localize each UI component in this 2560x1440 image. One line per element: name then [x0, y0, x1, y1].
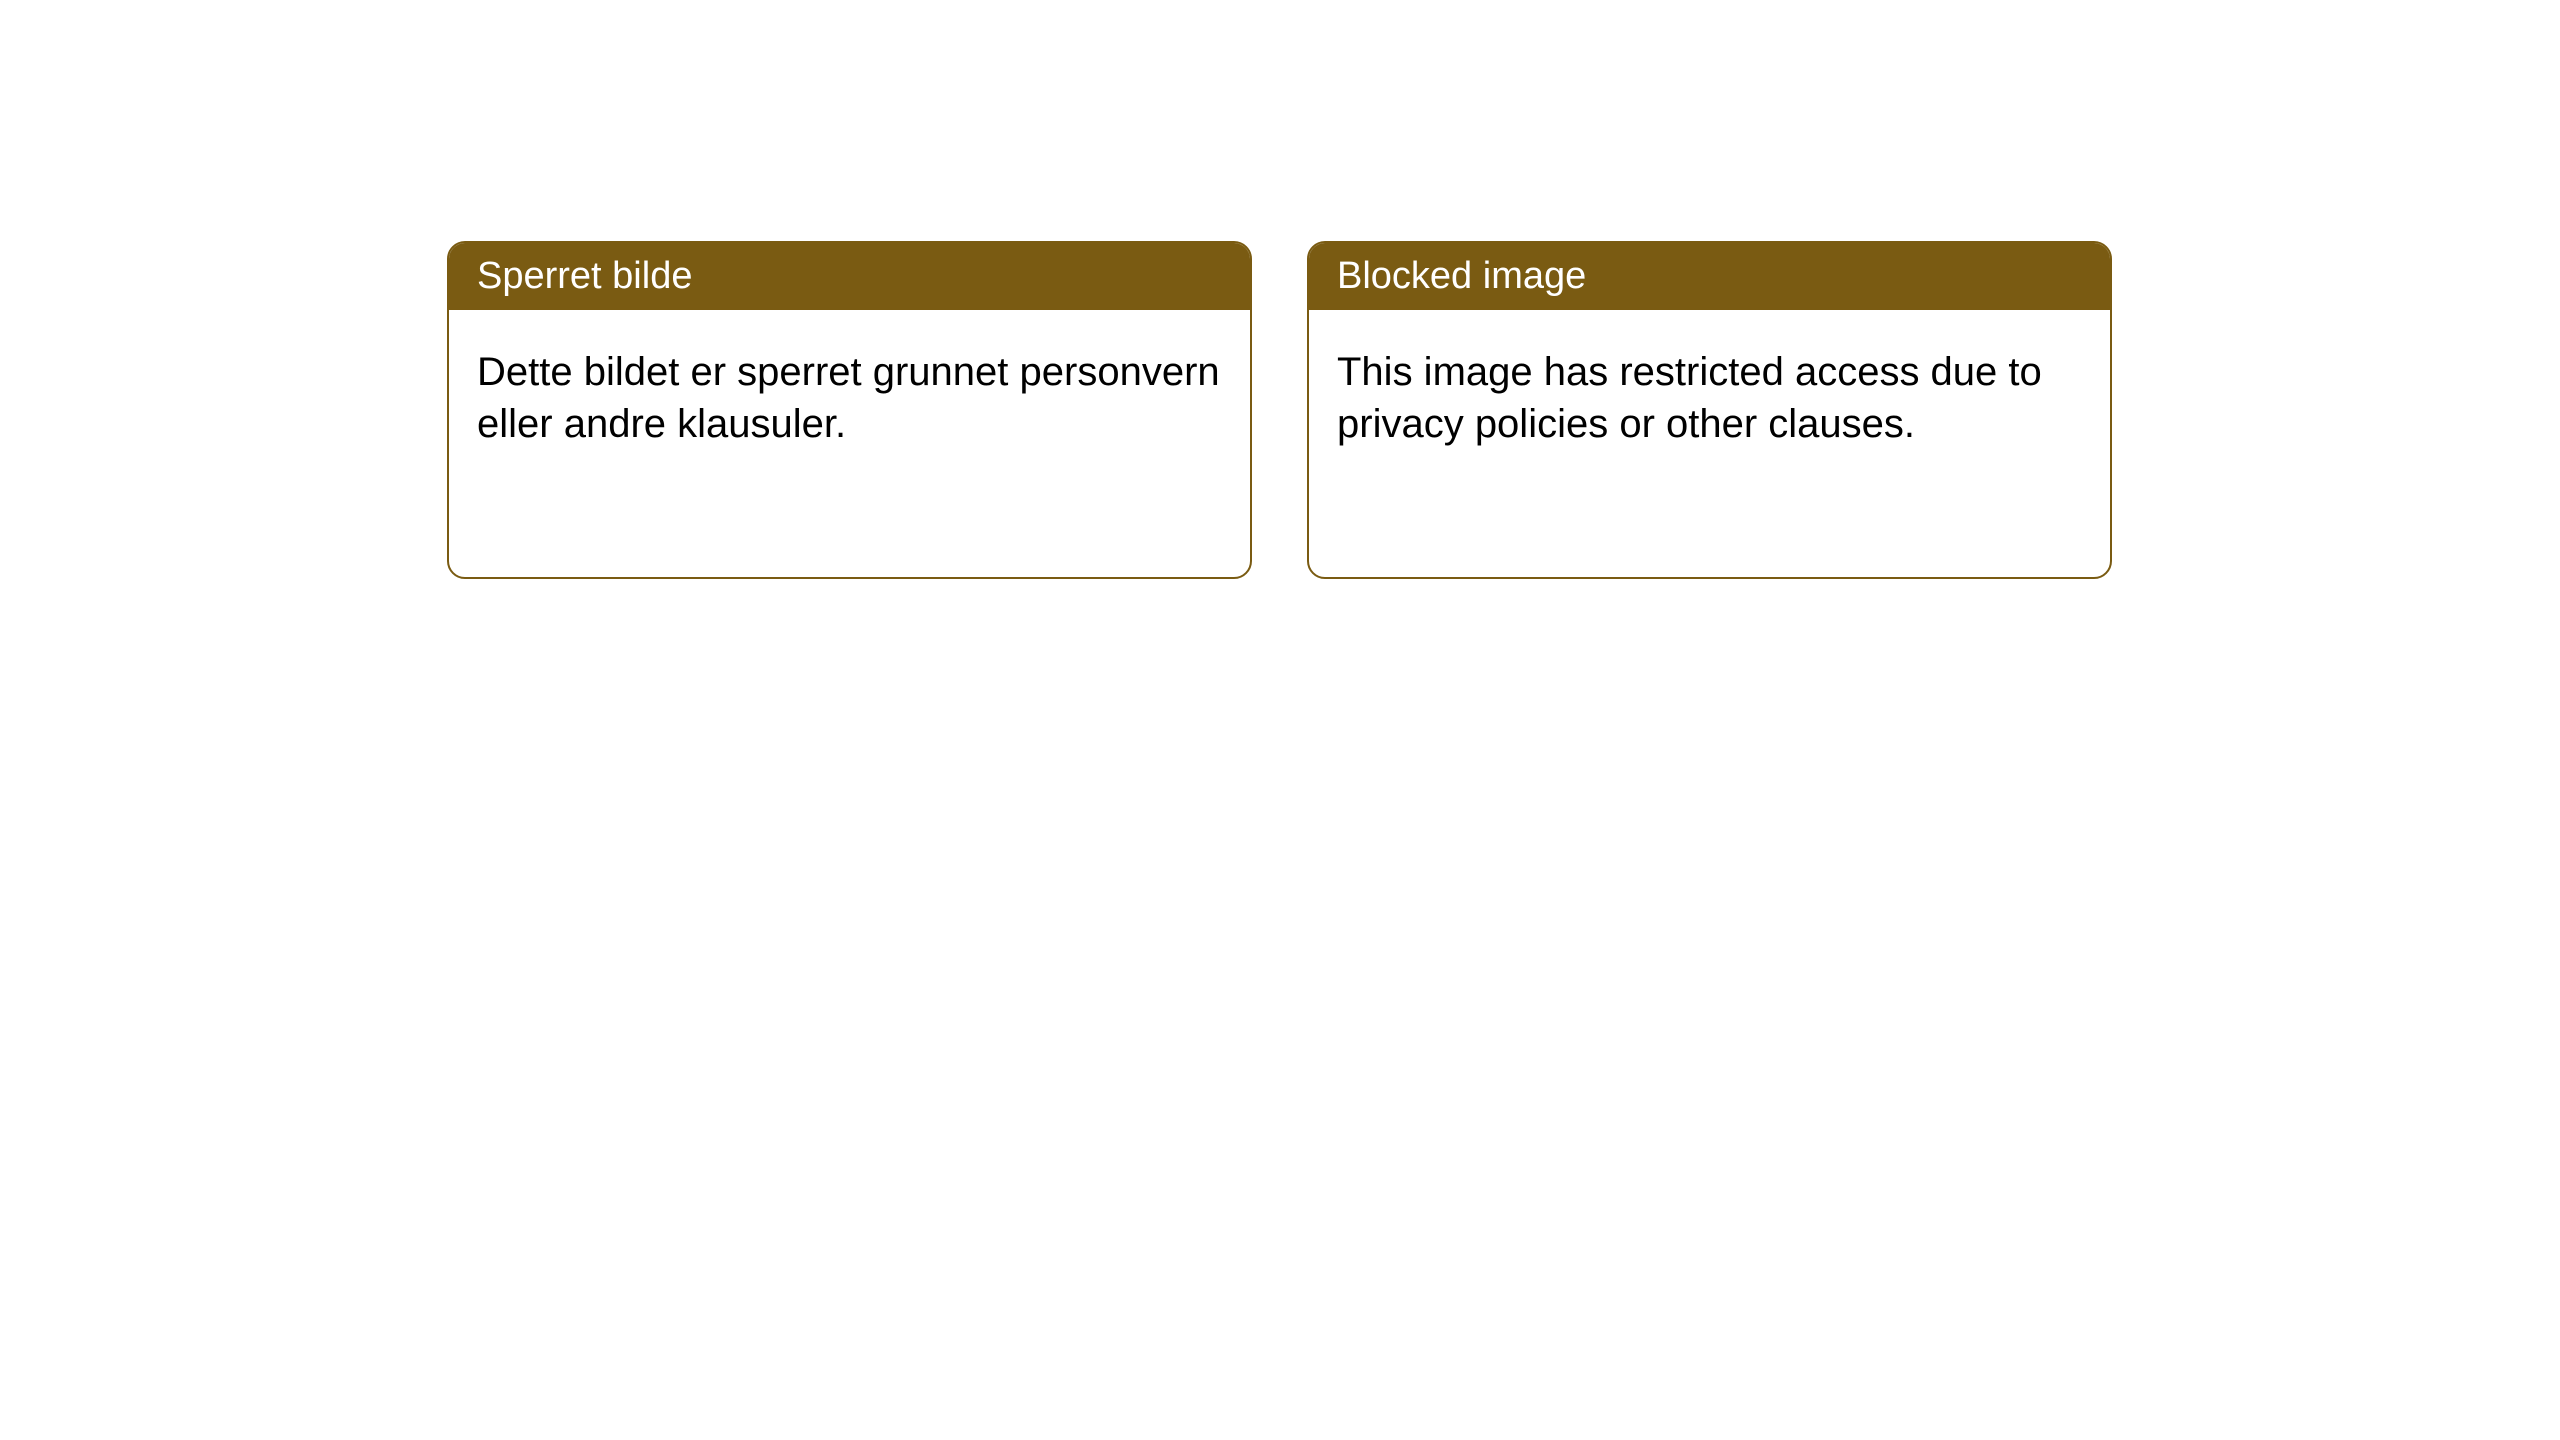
notice-header-norwegian: Sperret bilde: [449, 243, 1250, 310]
notice-card-norwegian: Sperret bilde Dette bildet er sperret gr…: [447, 241, 1252, 579]
notice-container: Sperret bilde Dette bildet er sperret gr…: [447, 241, 2112, 579]
notice-body-english: This image has restricted access due to …: [1309, 310, 2110, 478]
notice-body-norwegian: Dette bildet er sperret grunnet personve…: [449, 310, 1250, 478]
notice-header-english: Blocked image: [1309, 243, 2110, 310]
notice-card-english: Blocked image This image has restricted …: [1307, 241, 2112, 579]
